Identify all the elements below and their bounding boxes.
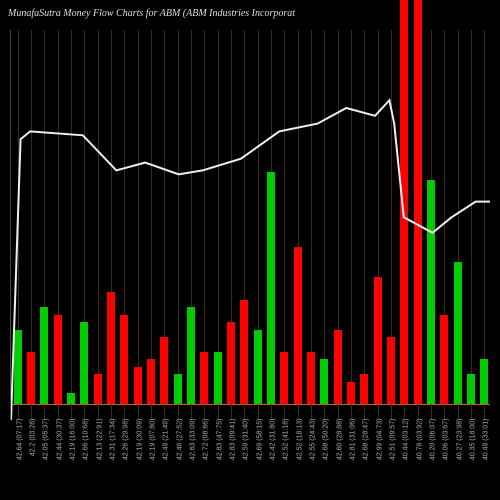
x-tick-label: 42.13 (22:91) bbox=[96, 419, 103, 461]
x-tick-label: 42.64 (07:17) bbox=[16, 419, 23, 461]
x-tick-label: 42.26 (29:98) bbox=[123, 419, 130, 461]
x-tick-label: 42.68 (28:47) bbox=[363, 419, 370, 461]
x-tick-label: 42.44 (30:37) bbox=[56, 419, 63, 461]
x-tick-label: 42.42 (31:80) bbox=[270, 419, 277, 461]
x-tick-label: 42.52 (41:18) bbox=[283, 419, 290, 461]
chart-title: MunafaSutra Money Flow Charts for ABM (A… bbox=[8, 8, 295, 19]
x-tick-label: 42.51 (09:57) bbox=[390, 419, 397, 461]
x-tick-label: 40.27 (23:98) bbox=[456, 419, 463, 461]
x-tick-label: 42.19 (07:80) bbox=[150, 419, 157, 461]
x-tick-label: 42.55 (24:43) bbox=[310, 419, 317, 461]
money-flow-line bbox=[11, 30, 490, 420]
x-tick-label: 42.31 (17:34) bbox=[110, 419, 117, 461]
x-tick-label: 42.19 (30:09) bbox=[136, 419, 143, 461]
x-tick-label: 40.44 (03:12) bbox=[403, 419, 410, 461]
x-tick-label: 42.59 (31:40) bbox=[243, 419, 250, 461]
x-tick-label: 40.78 (03:92) bbox=[416, 419, 423, 461]
x-tick-label: 42.49 (21:49) bbox=[163, 419, 170, 461]
x-tick-label: 40.35 (18:00) bbox=[470, 419, 477, 461]
x-tick-label: 42.05 (05:37) bbox=[43, 419, 50, 461]
x-tick-label: 42.2 (03:28) bbox=[30, 419, 37, 457]
x-tick-label: 42.19 (16:00) bbox=[70, 419, 77, 461]
x-tick-label: 42.83 (09:41) bbox=[230, 419, 237, 461]
x-tick-label: 42.46 (27:52) bbox=[176, 419, 183, 461]
x-tick-label: 42.60 (28:88) bbox=[336, 419, 343, 461]
x-tick-label: 42.69 (58:15) bbox=[256, 419, 263, 461]
x-tick-label: 42.72 (08:66) bbox=[203, 419, 210, 461]
chart-plot-area bbox=[10, 30, 490, 420]
x-tick-label: 42.63 (33:09) bbox=[190, 419, 197, 461]
x-tick-label: 42.81 (31:06) bbox=[350, 419, 357, 461]
x-axis-labels: 42.64 (07:17) 42.2 (03:28) 42.05 (05:37) 42… bbox=[10, 422, 490, 500]
x-tick-label: 42.52 (18:13) bbox=[296, 419, 303, 461]
x-tick-label: 42.99 (04:73) bbox=[376, 419, 383, 461]
x-tick-label: 40.06 (03:67) bbox=[443, 419, 450, 461]
x-tick-label: 42.66 (10:68) bbox=[83, 419, 90, 461]
x-tick-label: 40.20 (06:07) bbox=[430, 419, 437, 461]
x-tick-label: 42.68 (50:20) bbox=[323, 419, 330, 461]
x-tick-label: 40.49 (33:01) bbox=[483, 419, 490, 461]
x-tick-label: 42.83 (47:75) bbox=[216, 419, 223, 461]
